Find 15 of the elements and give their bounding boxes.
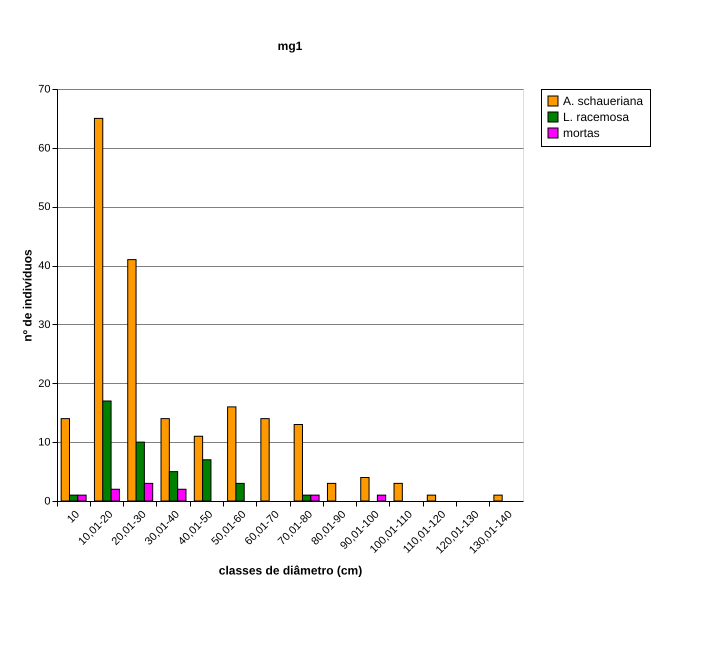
legend-label: mortas: [563, 126, 600, 140]
x-axis-title: classes de diâmetro (cm): [218, 564, 362, 578]
y-axis-title: nº de indivíduos: [20, 248, 34, 342]
y-tick-label: 70: [38, 84, 50, 96]
y-tick-label: 40: [38, 260, 50, 272]
y-tick-label: 50: [38, 201, 50, 214]
y-tick-label: 30: [38, 318, 50, 331]
y-tick-label: 0: [44, 496, 50, 508]
legend-label: A. schaueriana: [563, 94, 644, 108]
x-tick-label: 10: [64, 508, 82, 526]
legend-label: L. racemosa: [563, 110, 630, 124]
y-tick-label: 20: [38, 378, 50, 390]
chart-title: mg1: [278, 39, 303, 53]
y-tick-label: 60: [38, 142, 50, 154]
y-tick-label: 10: [38, 436, 50, 449]
